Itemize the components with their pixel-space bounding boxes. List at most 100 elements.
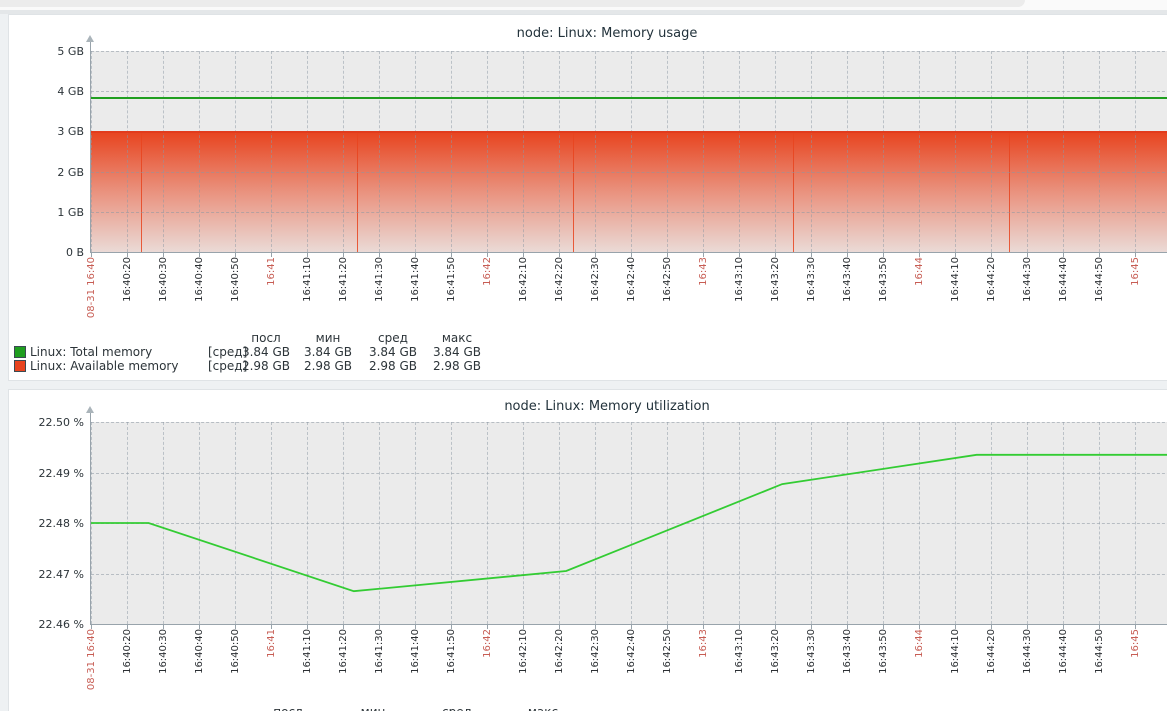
x-tick-label: 16:44:40	[1058, 629, 1069, 674]
x-tick-label: 08-31 16:40	[86, 629, 97, 691]
x-tick-label: 16:43:40	[842, 629, 853, 674]
total-memory-line	[91, 97, 1167, 99]
x-tick-mark	[739, 625, 740, 629]
x-tick-mark	[199, 253, 200, 257]
vertical-gridline	[703, 51, 704, 252]
x-tick-label: 16:41:30	[374, 629, 385, 674]
x-tick-label: 16:41:20	[338, 629, 349, 674]
x-tick-mark	[775, 625, 776, 629]
vertical-gridline	[199, 422, 200, 624]
vertical-gridline	[523, 422, 524, 624]
vertical-gridline	[235, 422, 236, 624]
x-tick-mark	[415, 625, 416, 629]
x-tick-mark	[1063, 253, 1064, 257]
x-tick-label: 16:41:10	[302, 629, 313, 674]
x-tick-label: 16:44:20	[986, 257, 997, 302]
horizontal-gridline	[91, 172, 1167, 173]
x-tick-mark	[847, 625, 848, 629]
x-tick-label: 16:42:10	[518, 257, 529, 302]
vertical-gridline	[451, 422, 452, 624]
x-tick-label: 16:43	[698, 629, 709, 658]
legend-column-header: мин	[315, 331, 341, 345]
x-tick-label: 16:45	[1130, 629, 1141, 658]
x-tick-mark	[343, 625, 344, 629]
vertical-gridline	[811, 422, 812, 624]
vertical-gridline	[667, 51, 668, 252]
vertical-gridline	[199, 51, 200, 252]
y-axis	[90, 42, 91, 252]
x-tick-mark	[415, 253, 416, 257]
x-tick-mark	[379, 253, 380, 257]
vertical-gridline	[235, 51, 236, 252]
y-tick-label: 22.50 %	[38, 416, 84, 429]
legend-column-header: мин	[338, 705, 408, 711]
x-tick-mark	[631, 625, 632, 629]
x-tick-mark	[703, 253, 704, 257]
vertical-gridline	[955, 51, 956, 252]
x-tick-mark	[1099, 253, 1100, 257]
x-tick-mark	[127, 625, 128, 629]
x-tick-label: 16:43:20	[770, 257, 781, 302]
legend-aggregation: [сред]	[208, 345, 248, 359]
y-tick-label: 2 GB	[57, 166, 84, 179]
legend-series-name: Linux: Total memory	[30, 345, 153, 359]
x-tick-mark	[523, 253, 524, 257]
x-tick-label: 16:42:50	[662, 257, 673, 302]
y-tick-label: 0 B	[65, 246, 84, 259]
y-tick-label: 22.46 %	[38, 618, 84, 631]
horizontal-gridline	[91, 574, 1167, 575]
x-tick-label: 16:40:50	[230, 257, 241, 302]
horizontal-gridline	[91, 91, 1167, 92]
legend-aggregation: [сред]	[208, 359, 248, 373]
area-vertical-mark	[573, 132, 574, 252]
legend-column-header: сред	[378, 331, 408, 345]
legend-stat-value: 3.84 GB	[303, 345, 353, 359]
vertical-gridline	[883, 422, 884, 624]
x-tick-label: 16:44:10	[950, 257, 961, 302]
x-tick-mark	[703, 625, 704, 629]
vertical-gridline	[487, 422, 488, 624]
vertical-gridline	[271, 422, 272, 624]
vertical-gridline	[1063, 51, 1064, 252]
vertical-gridline	[271, 51, 272, 252]
x-tick-mark	[667, 625, 668, 629]
area-vertical-mark	[793, 132, 794, 252]
vertical-gridline	[343, 422, 344, 624]
x-tick-label: 16:44:40	[1058, 257, 1069, 302]
x-tick-mark	[919, 253, 920, 257]
x-tick-mark	[955, 625, 956, 629]
vertical-gridline	[991, 51, 992, 252]
vertical-gridline	[595, 51, 596, 252]
area-vertical-mark	[1009, 132, 1010, 252]
x-tick-label: 16:42:40	[626, 629, 637, 674]
legend-stat-value: 3.84 GB	[432, 345, 482, 359]
legend-column-header: сред	[422, 705, 492, 711]
x-tick-mark	[163, 253, 164, 257]
vertical-gridline	[163, 51, 164, 252]
x-tick-mark	[271, 253, 272, 257]
x-tick-mark	[991, 253, 992, 257]
x-tick-mark	[199, 625, 200, 629]
vertical-gridline	[91, 51, 92, 252]
vertical-gridline	[775, 51, 776, 252]
x-tick-mark	[1135, 625, 1136, 629]
x-tick-label: 16:43:30	[806, 257, 817, 302]
y-tick-label: 22.47 %	[38, 568, 84, 581]
vertical-gridline	[919, 51, 920, 252]
x-tick-mark	[1027, 625, 1028, 629]
x-tick-mark	[631, 253, 632, 257]
horizontal-gridline	[91, 51, 1167, 52]
vertical-gridline	[307, 422, 308, 624]
available-memory-line	[91, 131, 1167, 133]
x-tick-label: 16:41:10	[302, 257, 313, 302]
x-tick-mark	[451, 253, 452, 257]
vertical-gridline	[415, 51, 416, 252]
x-tick-label: 16:42:20	[554, 629, 565, 674]
x-tick-label: 16:43:30	[806, 629, 817, 674]
x-tick-mark	[271, 625, 272, 629]
x-tick-label: 16:41:40	[410, 629, 421, 674]
x-tick-label: 16:45	[1130, 257, 1141, 286]
vertical-gridline	[811, 51, 812, 252]
x-tick-label: 16:43:10	[734, 257, 745, 302]
vertical-gridline	[559, 51, 560, 252]
